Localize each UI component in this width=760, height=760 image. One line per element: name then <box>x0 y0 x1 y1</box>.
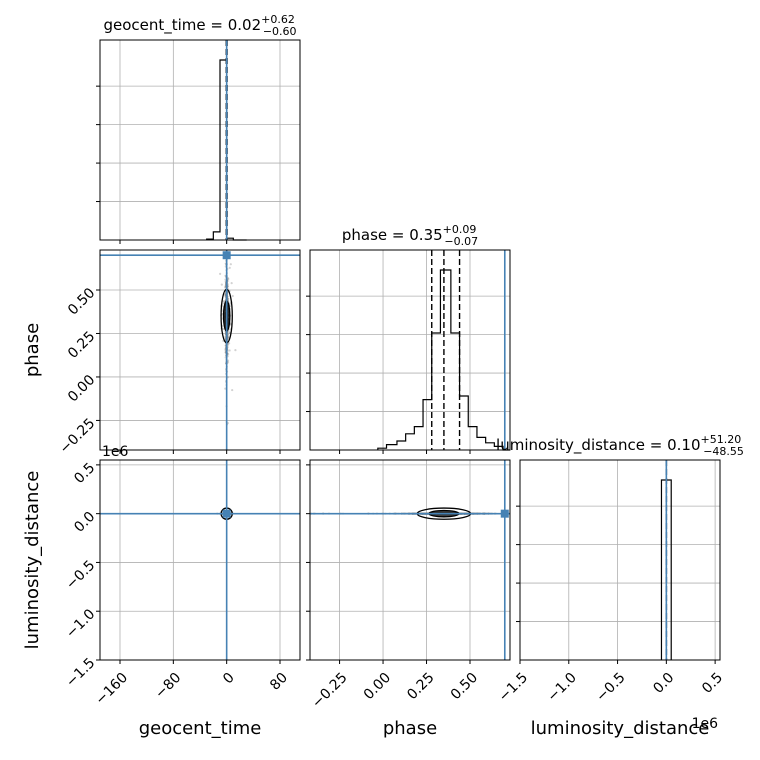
y-tick-label: 0.5 <box>71 460 98 487</box>
title-label: luminosity_distance = 0.10 <box>496 436 700 455</box>
panel-frame <box>99 39 301 241</box>
sample-point <box>219 272 222 275</box>
title-upper-err: +0.09 <box>443 223 477 236</box>
panel-frame <box>309 249 511 451</box>
y-tick-label: 0.00 <box>65 372 98 405</box>
sample-point <box>227 277 230 281</box>
sample-point <box>234 349 237 352</box>
x-tick-label: 0.00 <box>361 670 394 703</box>
y-tick-label: −0.5 <box>63 557 98 592</box>
scatter-panel-geocent_time-phase <box>96 249 301 454</box>
sample-point <box>224 387 227 390</box>
y-tick-label: −1.0 <box>63 606 98 641</box>
x-tick-label: −0.5 <box>593 670 628 705</box>
panel-title-phase: phase = 0.35+0.09 −0.07 <box>342 223 478 248</box>
panel-bg <box>100 460 300 660</box>
sample-point <box>231 294 234 298</box>
y-tick-label: 0.0 <box>71 509 98 536</box>
panel-frame <box>99 249 301 451</box>
sample-point <box>230 281 233 285</box>
title-lower-err: −0.07 <box>444 235 478 248</box>
sample-point <box>228 266 231 269</box>
sample-point <box>229 328 232 331</box>
sample-point <box>223 286 227 289</box>
truth-marker <box>500 509 509 518</box>
y-tick-label: 0.25 <box>65 329 98 362</box>
title-upper-err: +51.20 <box>701 433 742 446</box>
panel-bg <box>100 40 300 240</box>
panel-frame <box>519 459 721 661</box>
y-axis-label-phase: phase <box>22 323 43 377</box>
y-axis-label-luminosity_distance: luminosity_distance <box>22 471 43 650</box>
panel-bg <box>100 250 300 450</box>
x-tick-label: 0.50 <box>448 670 481 703</box>
y-offset-label: 1e6 <box>102 444 129 460</box>
panel-frame <box>309 459 511 661</box>
scatter-panel-geocent_time-luminosity_distance <box>96 459 301 664</box>
panel-frame <box>99 459 301 661</box>
x-axis-label-phase: phase <box>383 718 437 739</box>
sample-point <box>228 342 231 345</box>
sample-point <box>231 388 234 392</box>
x-axis-label-geocent_time: geocent_time <box>139 718 262 739</box>
hist-panel-luminosity_distance: luminosity_distance = 0.10+51.20 −48.55 <box>496 433 744 664</box>
title-upper-err: +0.62 <box>261 13 295 26</box>
plot-layer: geocent_time = 0.02+0.62 −0.60 phase = 0.3… <box>22 13 744 739</box>
panel-bg <box>520 460 720 660</box>
sample-point <box>227 297 230 300</box>
x-tick-label: −160 <box>93 670 132 709</box>
x-offset-label: 1e6 <box>692 716 719 732</box>
title-lower-err: −48.55 <box>703 445 744 458</box>
x-tick-label: −1.5 <box>496 670 531 705</box>
x-tick-label: 0.5 <box>699 670 726 697</box>
title-label: geocent_time = 0.02 <box>103 16 261 35</box>
y-tick-label: −1.5 <box>63 655 98 690</box>
x-axis-label-luminosity_distance: luminosity_distance <box>531 718 710 739</box>
x-tick-label: −80 <box>152 670 184 702</box>
sample-point <box>222 300 225 303</box>
y-tick-label: −0.25 <box>57 415 99 457</box>
panel-bg <box>310 250 510 450</box>
x-tick-label: 80 <box>267 670 291 694</box>
hist-panel-geocent_time: geocent_time = 0.02+0.62 −0.60 <box>96 13 301 244</box>
x-tick-label: −1.0 <box>544 670 579 705</box>
sample-point <box>224 293 227 296</box>
x-tick-label: 0.0 <box>650 670 677 697</box>
panel-title-luminosity_distance: luminosity_distance = 0.10+51.20 −48.55 <box>496 433 744 458</box>
sample-point <box>228 349 231 352</box>
truth-marker <box>222 509 231 518</box>
x-tick-label: −0.25 <box>309 670 351 712</box>
y-tick-label: 0.50 <box>65 285 98 318</box>
panel-bg <box>310 460 510 660</box>
x-tick-label: 0.25 <box>404 670 437 703</box>
hist-panel-phase: phase = 0.35+0.09 −0.07 <box>306 223 511 454</box>
sample-point <box>227 336 230 339</box>
panel-title-geocent_time: geocent_time = 0.02+0.62 −0.60 <box>103 13 296 38</box>
sample-point <box>228 331 231 334</box>
sample-point <box>220 283 223 286</box>
sample-point <box>229 263 232 266</box>
sample-point <box>222 327 225 331</box>
sample-point <box>227 336 230 339</box>
title-label: phase = 0.35 <box>342 226 443 244</box>
histogram-phase <box>377 269 510 451</box>
title-lower-err: −0.60 <box>263 25 297 38</box>
sample-point <box>226 359 230 362</box>
scatter-panel-phase-luminosity_distance <box>306 459 511 664</box>
sample-point <box>227 353 230 356</box>
sample-point <box>221 312 224 316</box>
truth-marker <box>222 251 231 260</box>
x-tick-label: 0 <box>220 670 238 688</box>
